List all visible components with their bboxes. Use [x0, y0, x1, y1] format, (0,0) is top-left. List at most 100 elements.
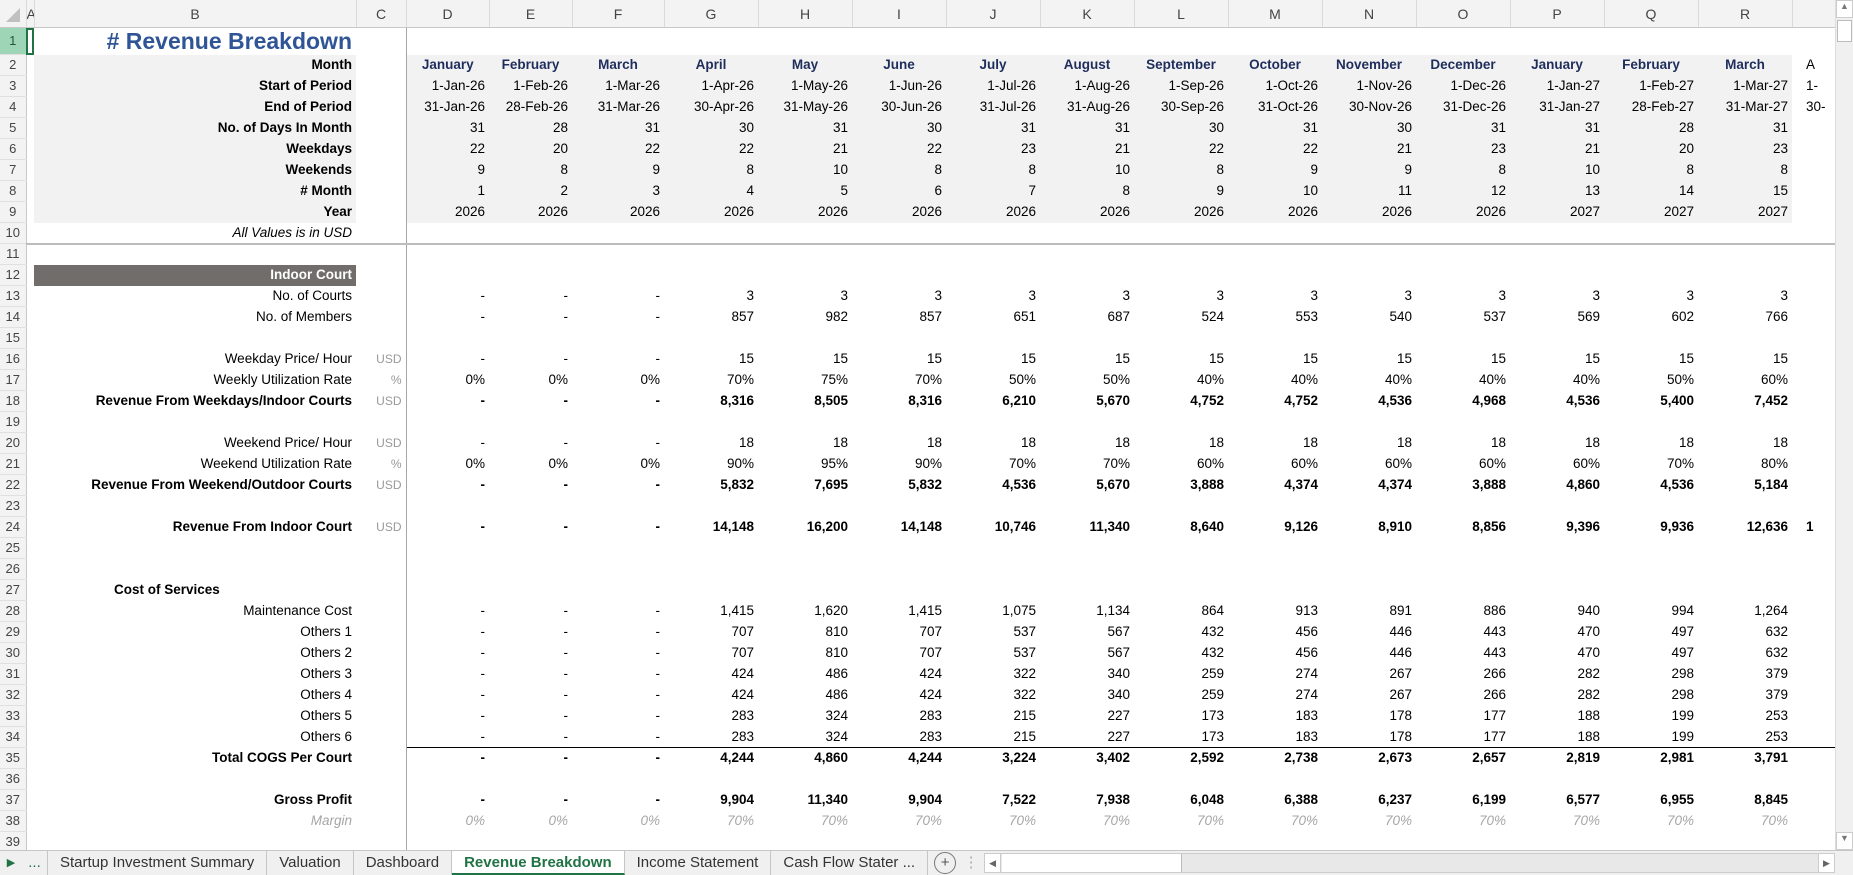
value-cell[interactable] [489, 222, 572, 245]
value-cell[interactable]: 215 [1013, 708, 1036, 723]
value-cell[interactable]: 5,670 [1096, 393, 1130, 408]
value-cell[interactable]: 1-Apr-26 [664, 75, 758, 97]
value-cell[interactable]: 379 [1765, 666, 1788, 681]
value-cell[interactable]: 4,860 [1566, 477, 1600, 492]
row-label[interactable]: Weekend Utilization Rate [200, 456, 352, 471]
value-cell[interactable]: 22 [406, 138, 489, 160]
value-cell[interactable] [1698, 559, 1792, 580]
value-cell[interactable] [489, 265, 572, 286]
unit-cell[interactable] [356, 768, 407, 790]
row-header[interactable]: 36 [0, 768, 27, 790]
value-cell[interactable]: 4,374 [1284, 477, 1318, 492]
value-cell[interactable] [1416, 538, 1510, 559]
value-cell[interactable] [1322, 832, 1416, 851]
value-cell[interactable] [572, 244, 664, 265]
value-cell[interactable]: - [655, 624, 661, 639]
value-cell[interactable]: 253 [1765, 708, 1788, 723]
value-cell[interactable] [1792, 769, 1835, 790]
value-cell[interactable] [1228, 538, 1322, 559]
value-cell[interactable] [946, 265, 1040, 286]
row-header[interactable]: 17 [0, 369, 27, 391]
column-header[interactable]: H [758, 0, 853, 28]
value-cell[interactable] [1228, 412, 1322, 433]
value-cell[interactable]: 2026 [946, 201, 1040, 223]
value-cell[interactable]: 177 [1416, 726, 1510, 748]
value-cell[interactable]: 31 [572, 117, 664, 139]
value-cell[interactable]: 2,819 [1566, 750, 1600, 766]
value-cell[interactable] [1510, 832, 1604, 851]
value-cell[interactable] [1698, 538, 1792, 559]
value-cell[interactable]: 40% [1478, 372, 1506, 387]
value-cell[interactable]: 1-Mar-27 [1698, 75, 1792, 97]
value-cell[interactable]: 22 [664, 138, 758, 160]
value-cell[interactable]: 282 [1577, 666, 1600, 681]
value-cell[interactable]: 60% [1572, 456, 1600, 471]
unit-cell[interactable] [356, 558, 407, 580]
value-cell[interactable]: 23 [946, 138, 1040, 160]
value-cell[interactable]: 3 [1686, 288, 1694, 303]
value-cell[interactable] [1134, 769, 1228, 790]
tab-splitter-handle[interactable]: ⋮ [963, 854, 979, 871]
column-header[interactable]: A [26, 0, 35, 28]
value-cell[interactable]: 21 [1510, 138, 1604, 160]
value-cell[interactable]: 4,374 [1378, 477, 1412, 492]
value-cell[interactable]: 5,400 [1660, 393, 1694, 408]
value-cell[interactable]: 2026 [1040, 201, 1134, 223]
value-cell[interactable] [852, 832, 946, 851]
row-label[interactable]: Weekends [34, 159, 356, 181]
value-cell[interactable]: 9 [1322, 159, 1416, 181]
value-cell[interactable]: 3,791 [1754, 750, 1788, 766]
value-cell[interactable] [1792, 622, 1835, 643]
more-sheets-button[interactable]: ... [22, 851, 48, 875]
value-cell[interactable]: 22 [1228, 138, 1322, 160]
value-cell[interactable]: 2026 [1322, 201, 1416, 223]
value-cell[interactable] [1604, 28, 1698, 55]
row-label[interactable]: No. of Days In Month [34, 117, 356, 139]
value-cell[interactable] [1416, 265, 1510, 286]
value-cell[interactable]: - [563, 435, 569, 450]
value-cell[interactable]: December [1416, 54, 1510, 76]
row-header[interactable]: 1 [0, 27, 27, 55]
select-all-button[interactable] [0, 0, 27, 28]
value-cell[interactable] [489, 580, 572, 601]
cell[interactable] [26, 727, 34, 748]
row-header[interactable]: 2 [0, 54, 27, 76]
value-cell[interactable] [758, 244, 852, 265]
value-cell[interactable]: 3 [1122, 288, 1130, 303]
value-cell[interactable]: 8 [664, 159, 758, 181]
value-cell[interactable]: - [655, 666, 661, 681]
value-cell[interactable] [758, 496, 852, 517]
value-cell[interactable] [1040, 412, 1134, 433]
value-cell[interactable] [1134, 832, 1228, 851]
value-cell[interactable]: 15 [1772, 351, 1788, 366]
column-header[interactable]: K [1040, 0, 1135, 28]
value-cell[interactable]: 6,210 [1002, 393, 1036, 408]
value-cell[interactable] [1510, 580, 1604, 601]
value-cell[interactable]: 75% [820, 372, 848, 387]
value-cell[interactable]: - [480, 393, 486, 408]
value-cell[interactable]: 1-Mar-26 [572, 75, 664, 97]
value-cell[interactable]: - [563, 750, 569, 766]
value-cell[interactable] [1322, 328, 1416, 349]
value-cell[interactable]: 10 [1510, 159, 1604, 181]
value-cell[interactable] [1134, 222, 1228, 245]
value-cell[interactable]: 6,048 [1190, 792, 1224, 807]
value-cell[interactable]: 60% [1196, 456, 1224, 471]
value-cell[interactable]: 70% [1666, 813, 1694, 828]
value-cell[interactable]: 15 [738, 351, 754, 366]
row-label[interactable]: Indoor Court [34, 264, 356, 286]
value-cell[interactable]: 2,592 [1190, 750, 1224, 766]
value-cell[interactable]: 1,264 [1754, 603, 1788, 618]
row-label[interactable] [34, 328, 356, 349]
value-cell[interactable]: 2026 [852, 201, 946, 223]
cell[interactable] [26, 55, 34, 76]
cell[interactable] [26, 202, 34, 223]
value-cell[interactable]: 28 [489, 117, 572, 139]
value-cell[interactable] [406, 496, 489, 517]
value-cell[interactable]: 340 [1107, 666, 1130, 681]
value-cell[interactable]: 30-Nov-26 [1322, 96, 1416, 118]
row-label[interactable]: No. of Courts [272, 288, 352, 303]
value-cell[interactable]: 4,968 [1472, 393, 1506, 408]
value-cell[interactable] [1698, 580, 1792, 601]
value-cell[interactable]: 3,888 [1472, 477, 1506, 492]
